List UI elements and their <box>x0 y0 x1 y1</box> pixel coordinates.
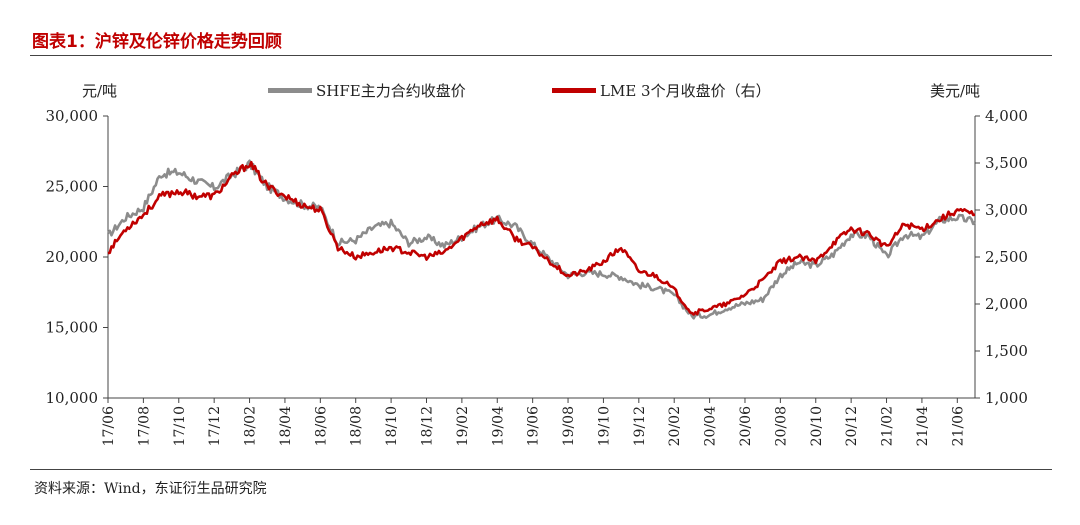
left-tick-label: 20,000 <box>46 248 99 266</box>
top-rule <box>30 55 1052 56</box>
left-tick-label: 30,000 <box>46 107 99 125</box>
x-tick-label: 19/08 <box>561 406 577 446</box>
x-tick-label: 21/06 <box>950 406 966 446</box>
x-tick-label: 18/04 <box>278 406 294 446</box>
legend-swatch-lme <box>552 88 596 93</box>
x-tick-label: 19/06 <box>526 406 542 446</box>
x-tick-label: 18/08 <box>349 406 365 446</box>
series-line-lme <box>107 160 976 316</box>
x-tick-label: 20/04 <box>703 406 719 446</box>
legend-item-lme: LME 3个月收盘价（右） <box>552 80 771 101</box>
x-tick-label: 19/10 <box>596 406 612 446</box>
x-tick-label: 17/12 <box>207 406 223 446</box>
right-tick-label: 4,000 <box>985 107 1028 125</box>
legend-swatch-shfe <box>268 88 312 93</box>
x-tick-label: 19/12 <box>632 406 648 446</box>
x-tick-label: 17/06 <box>101 406 117 446</box>
bottom-rule <box>30 469 1052 470</box>
legend-item-shfe: SHFE主力合约收盘价 <box>268 80 466 101</box>
left-tick-label: 15,000 <box>46 319 99 337</box>
left-tick-label: 10,000 <box>46 389 99 407</box>
right-axis-unit: 美元/吨 <box>930 82 981 100</box>
right-tick-label: 3,000 <box>985 201 1028 219</box>
right-tick-label: 1,500 <box>985 342 1028 360</box>
source-note: 资料来源：Wind，东证衍生品研究院 <box>34 481 267 497</box>
x-tick-label: 18/06 <box>313 406 329 446</box>
legend-label-lme: LME 3个月收盘价（右） <box>600 82 771 100</box>
right-tick-label: 2,000 <box>985 295 1028 313</box>
x-tick-label: 20/06 <box>738 406 754 446</box>
x-tick-label: 19/02 <box>455 406 471 446</box>
x-tick-label: 17/10 <box>172 406 188 446</box>
x-tick-label: 18/10 <box>384 406 400 446</box>
x-tick-label: 21/04 <box>915 406 931 446</box>
series-line-shfe <box>107 159 976 320</box>
chart-title: 图表1：沪锌及伦锌价格走势回顾 <box>32 32 282 52</box>
x-tick-label: 17/08 <box>136 406 152 446</box>
right-tick-label: 3,500 <box>985 154 1028 172</box>
right-tick-label: 1,000 <box>985 389 1028 407</box>
left-axis-unit: 元/吨 <box>82 82 118 100</box>
legend-label-shfe: SHFE主力合约收盘价 <box>316 82 466 100</box>
x-tick-label: 18/12 <box>419 406 435 446</box>
left-tick-label: 25,000 <box>46 178 99 196</box>
x-tick-label: 21/02 <box>880 406 896 446</box>
x-tick-label: 20/10 <box>809 406 825 446</box>
x-tick-label: 20/08 <box>773 406 789 446</box>
price-chart: 10,000 15,000 20,000 25,000 30,000 1,000 1,500… <box>46 107 1028 446</box>
x-tick-label: 20/12 <box>844 406 860 446</box>
right-tick-label: 2,500 <box>985 248 1028 266</box>
x-tick-label: 20/02 <box>667 406 683 446</box>
x-tick-label: 18/02 <box>243 406 259 446</box>
x-tick-label: 19/04 <box>490 406 506 446</box>
